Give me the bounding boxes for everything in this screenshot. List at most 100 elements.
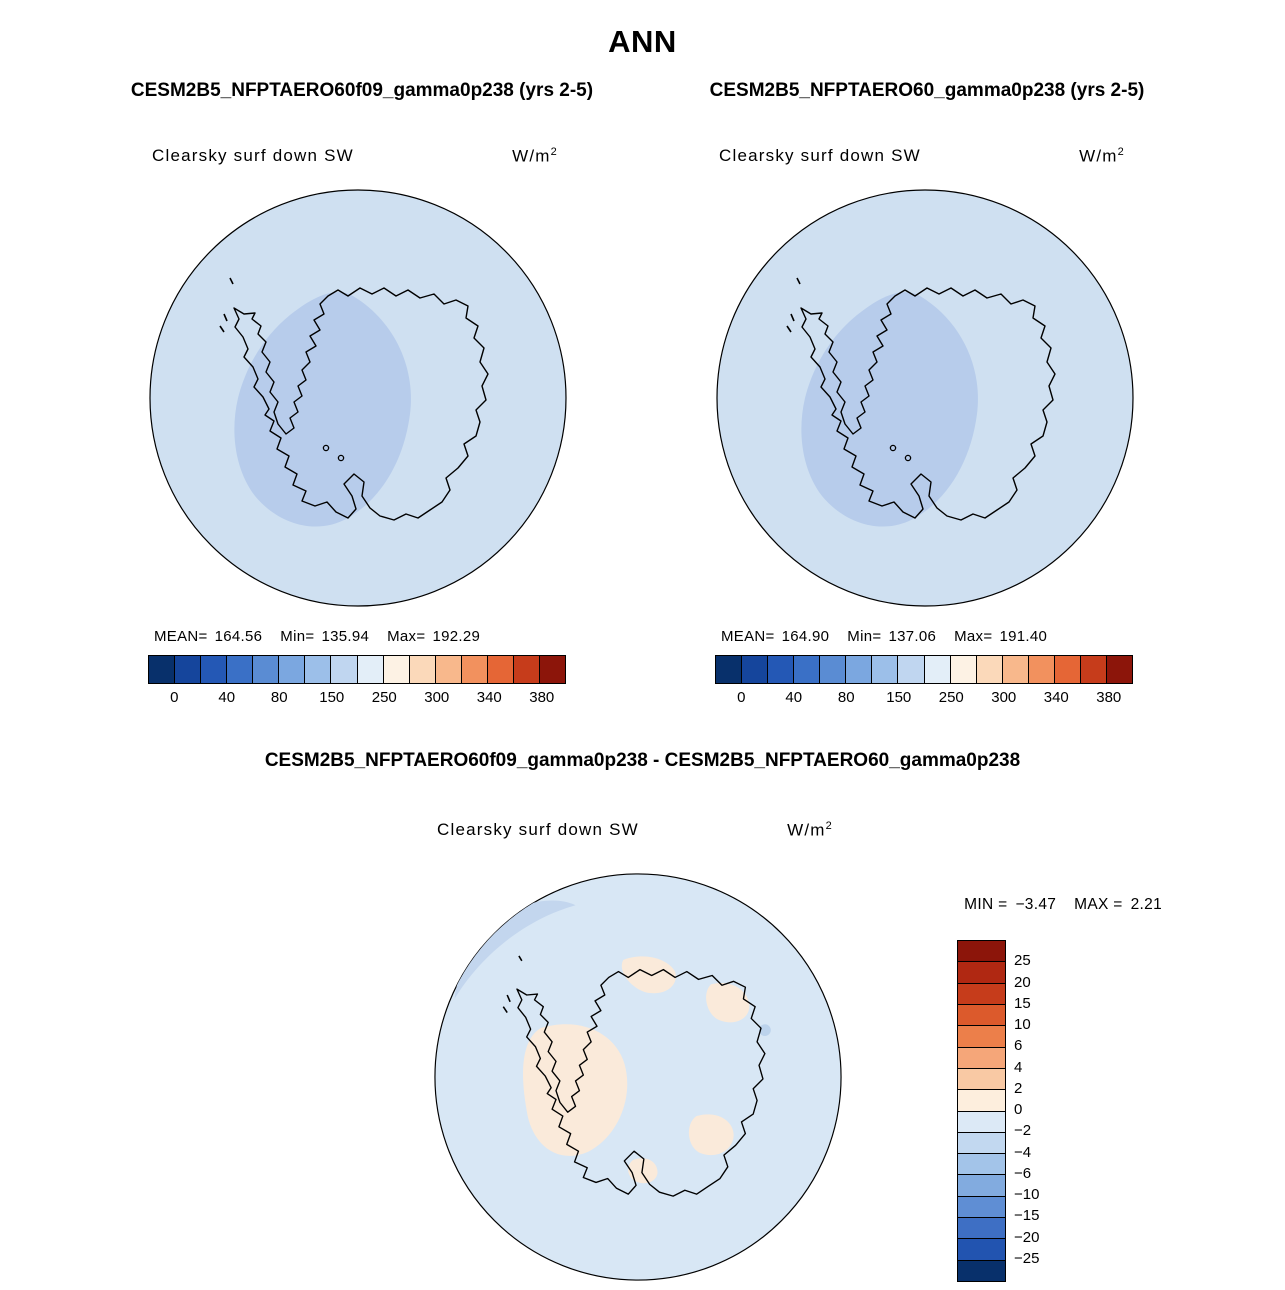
- colorbar-cell: [846, 656, 873, 683]
- colorbar-level-label: −10: [1014, 1186, 1040, 1203]
- colorbar-level-label: 10: [1014, 1016, 1031, 1033]
- field-title-row: Clearsky surf down SW W/m2: [148, 146, 568, 174]
- antarctica-coastline: [800, 287, 1056, 521]
- max-value: 192.29: [432, 628, 481, 645]
- colorbar-cell: [305, 656, 332, 683]
- colorbar-level-label: −6: [1014, 1164, 1032, 1182]
- colorbar-horizontal: [715, 655, 1133, 684]
- colorbar-tick-label: 0: [170, 689, 179, 706]
- colorbar-horizontal: [148, 655, 566, 684]
- colorbar-cell: [149, 656, 176, 683]
- colorbar-cell: [357, 656, 384, 683]
- colorbar-tick-label: 40: [785, 689, 803, 706]
- colorbar-cell: [958, 1047, 1005, 1069]
- colorbar-cell: [331, 656, 358, 683]
- colorbar-cell: [898, 656, 925, 683]
- units-label: W/m2: [787, 820, 833, 840]
- island-dot: [904, 454, 912, 462]
- season-title: ANN: [608, 24, 677, 59]
- colorbar-cell: [1106, 656, 1132, 683]
- colorbar-level-label: 4: [1014, 1058, 1023, 1076]
- field-title-row: Clearsky surf down SW W/m2: [433, 820, 843, 848]
- colorbar-level-label: 0: [1014, 1101, 1023, 1118]
- colorbar-cell: [872, 656, 899, 683]
- field-title-row: Clearsky surf down SW W/m2: [715, 146, 1135, 174]
- colorbar-cell: [950, 656, 977, 683]
- polar-map-right: [716, 189, 1134, 607]
- colorbar-cell: [794, 656, 821, 683]
- diff-title: CESM2B5_NFPTAERO60f09_gamma0p238 - CESM2…: [264, 750, 1021, 771]
- diff-field-title-row: Clearsky surf down SW W/m2: [433, 820, 843, 848]
- colorbar-level-label: 25: [1014, 952, 1031, 970]
- colorbar-cell: [201, 656, 228, 683]
- island-marks: [219, 277, 234, 333]
- low-value-region: [801, 292, 978, 527]
- run-title-left: CESM2B5_NFPTAERO60f09_gamma0p238 (yrs 2-…: [130, 80, 594, 101]
- colorbar-tick-label: 340: [1043, 689, 1069, 706]
- colorbar-cell: [539, 656, 565, 683]
- colorbar-level-label: −15: [1014, 1207, 1040, 1225]
- island-marks: [786, 277, 801, 333]
- colorbar-level-label: 2: [1014, 1079, 1023, 1097]
- colorbar-cell: [958, 1154, 1005, 1176]
- colorbar-cell: [958, 1196, 1005, 1219]
- field-title: Clearsky surf down SW: [719, 146, 921, 165]
- mean-label: MEAN=: [154, 628, 208, 645]
- island-dot: [889, 444, 897, 452]
- colorbar-tick-label: 300: [424, 689, 450, 706]
- stats-line-left: MEAN= 164.56 Min= 135.94 Max= 192.29: [148, 628, 568, 645]
- colorbar-cell: [958, 1068, 1005, 1091]
- colorbar-cell: [1002, 656, 1029, 683]
- max-label: Max=: [387, 628, 426, 645]
- diff-positive-patch: [688, 1114, 734, 1156]
- polar-map-difference: [433, 872, 843, 1282]
- colorbar-level-label: 15: [1014, 994, 1031, 1012]
- colorbar-level-label: −4: [1014, 1143, 1032, 1161]
- max-label: Max=: [954, 628, 993, 645]
- antarctica-coastline: [516, 968, 766, 1197]
- diff-positive-patch: [621, 956, 676, 994]
- colorbar-vertical: [957, 940, 1006, 1282]
- colorbar-level-label: −2: [1014, 1122, 1032, 1140]
- colorbar-cell: [976, 656, 1003, 683]
- colorbar-level-label: 6: [1014, 1037, 1023, 1055]
- colorbar-tick-label: 150: [886, 689, 912, 706]
- island-dot: [337, 454, 345, 462]
- colorbar-cell: [716, 656, 743, 683]
- min-label: Min=: [847, 628, 882, 645]
- island-dot: [322, 444, 330, 452]
- diff-colorbar-wrap: 25 20 15 10 6 4 2 0 −2 −4 −6 −10 −15 −20 −25: [957, 940, 1077, 1286]
- colorbar-cell: [742, 656, 769, 683]
- colorbar-cell: [958, 1260, 1005, 1281]
- colorbar-cell: [958, 1026, 1005, 1048]
- field-title: Clearsky surf down SW: [152, 146, 354, 165]
- diff-map-svg: [434, 873, 842, 1281]
- colorbar-cell: [820, 656, 847, 683]
- polar-map-left: [149, 189, 567, 607]
- colorbar-cell: [958, 1090, 1005, 1112]
- colorbar-tick-label: 80: [837, 689, 855, 706]
- colorbar-tick-label: 380: [529, 689, 555, 706]
- colorbar-cell: [958, 983, 1005, 1005]
- field-title: Clearsky surf down SW: [437, 820, 639, 839]
- colorbar-level-label: 20: [1014, 973, 1031, 991]
- colorbar-cell: [958, 1239, 1005, 1261]
- panel-right: Clearsky surf down SW W/m2 MEAN= 164.90 M…: [715, 146, 1135, 711]
- colorbar-tick-label: 380: [1096, 689, 1122, 706]
- colorbar-vertical-labels: 25 20 15 10 6 4 2 0 −2 −4 −6 −10 −15 −20 −25: [1014, 940, 1074, 1280]
- diff-positive-patch: [523, 1024, 628, 1156]
- min-label: Min=: [280, 628, 315, 645]
- diff-minmax-line: MIN = −3.47 MAX = 2.21: [862, 896, 1162, 914]
- diff-negative-speck: [759, 1024, 771, 1036]
- colorbar-cell: [1028, 656, 1055, 683]
- colorbar-cell: [435, 656, 462, 683]
- antarctica-coastline: [233, 287, 489, 521]
- colorbar-cell: [958, 1111, 1005, 1133]
- panel-left: Clearsky surf down SW W/m2 MEAN= 164.56 M…: [148, 146, 568, 711]
- colorbar-tick-label: 250: [938, 689, 964, 706]
- colorbar-cell: [768, 656, 795, 683]
- mean-value: 164.56: [214, 628, 263, 645]
- island-marks: [502, 955, 523, 1014]
- map-disc: [434, 873, 842, 1281]
